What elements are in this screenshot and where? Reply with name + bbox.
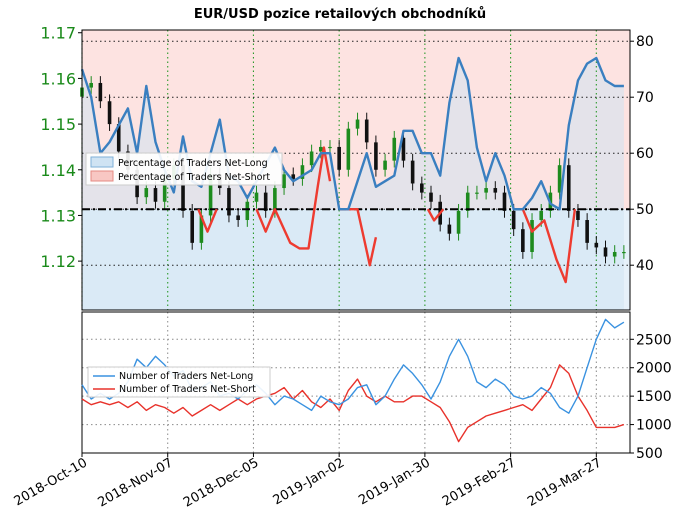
price-candle-body [493,188,498,193]
price-candle-body [484,188,488,193]
legend-label-traders-net-long: Number of Traders Net-Long [119,371,253,382]
price-candle-body [107,101,112,125]
price-candle-body [98,82,103,102]
x-axis-tick-label: 2019-Jan-30 [356,455,433,508]
price-candle-body [420,183,424,193]
x-axis-tick-label: 2019-Feb-27 [440,455,519,509]
price-candle-body [447,224,452,234]
right-axis-tick-label: 40 [636,258,654,274]
legend-label-traders-net-short: Number of Traders Net-Short [119,384,256,395]
price-candle-body [530,220,534,252]
price-candle-body [309,151,314,166]
price-candle-body [502,192,507,211]
price-candle-body [162,178,167,202]
legend-label-net-short: Percentage of Traders Net-Short [118,172,270,183]
x-axis-tick-label: 2019-Jan-02 [271,455,348,508]
right-axis-tick-label: 80 [636,34,654,50]
price-candle-body [181,165,185,211]
left-axis-tick-label: 1.12 [40,252,76,271]
price-candle-body [374,142,378,170]
legend-swatch-net-long [90,156,114,168]
price-candle-body [576,210,580,221]
price-candle-body [622,251,626,254]
price-candle-body [116,124,121,152]
left-axis-tick-label: 1.14 [40,161,76,180]
price-candle-body [337,146,341,170]
price-candle-body [245,201,250,221]
left-axis-tick-label: 1.16 [40,69,76,88]
price-candle-body [282,174,286,189]
price-candle-body [236,215,240,221]
price-candle-body [521,229,525,252]
left-axis-tick-label: 1.13 [40,206,76,225]
net-long-area [82,58,624,310]
price-candle-body [456,210,461,234]
price-candle-body [475,192,479,194]
bottom-right-axis-tick-label: 1000 [636,418,672,434]
price-candle-body [603,247,608,257]
right-axis-tick-label: 60 [636,146,654,162]
price-candle-body [585,220,589,243]
price-candle-body [263,192,268,211]
net-short-line [339,207,378,267]
chart-title: EUR/USD pozice retailových obchodníků [194,7,486,22]
bottom-right-axis-tick-label: 1500 [636,389,672,405]
x-axis-tick-label: 2018-Oct-10 [12,455,90,509]
top-legend: Percentage of Traders Net-Long Percentage… [85,152,283,186]
price-candle-body [383,160,387,170]
price-candle-body [328,146,332,149]
price-candle-body [300,165,305,179]
net-short-line [255,146,332,250]
x-axis-tick-label: 2019-Mar-27 [525,455,604,509]
price-candle-body [355,119,360,129]
price-candle-body [190,210,195,243]
price-candle-body [208,174,213,216]
bottom-legend-box [87,366,271,398]
price-candle-body [410,160,415,184]
traders-net-long-line [81,318,625,414]
net-short-line [197,208,218,233]
price-candle-body [199,215,204,243]
price-candle-body [254,192,259,202]
price-candle-body [227,188,231,216]
price-candle-body [291,174,296,179]
price-candle-body [511,210,516,230]
x-axis-tick-label: 2018-Nov-07 [95,455,175,510]
price-candle-body [465,192,470,211]
left-axis-tick-label: 1.17 [40,24,76,43]
price-candle-body [273,188,277,211]
legend-swatch-net-short [90,170,114,182]
price-candle-body [364,119,369,143]
bottom-panel-frame [81,311,631,454]
bottom-right-axis-tick-label: 2500 [636,332,672,348]
traders-net-short-line [81,364,625,443]
price-candle-body [566,165,571,211]
legend-label-net-long: Percentage of Traders Net-Long [118,158,268,169]
price-candle-body [594,242,599,248]
price-candle-body [557,165,562,193]
bottom-right-axis-tick-label: 2000 [636,361,672,377]
bottom-legend: Number of Traders Net-Long Number of Trad… [87,366,271,398]
net-long-line [80,56,624,211]
price-candle-body [144,188,149,198]
price-candle-body [401,137,406,161]
right-axis-tick-label: 70 [636,90,654,106]
right-axis-tick-label: 50 [636,202,654,218]
bottom-right-axis-tick-label: 500 [636,446,663,462]
price-candle-body [429,192,433,202]
top-legend-box [85,152,283,186]
price-candle-body [318,146,323,152]
price-candle-body [153,188,158,202]
price-candle-body [89,82,93,88]
price-candle-body [346,128,351,170]
price-candle-body [612,251,617,257]
left-axis-tick-label: 1.15 [40,115,76,134]
x-axis-tick-label: 2018-Dec-05 [181,455,261,510]
net-short-line [426,208,445,222]
price-candle-body [539,210,544,221]
net-short-line [521,208,577,284]
price-candle-body [392,137,397,161]
